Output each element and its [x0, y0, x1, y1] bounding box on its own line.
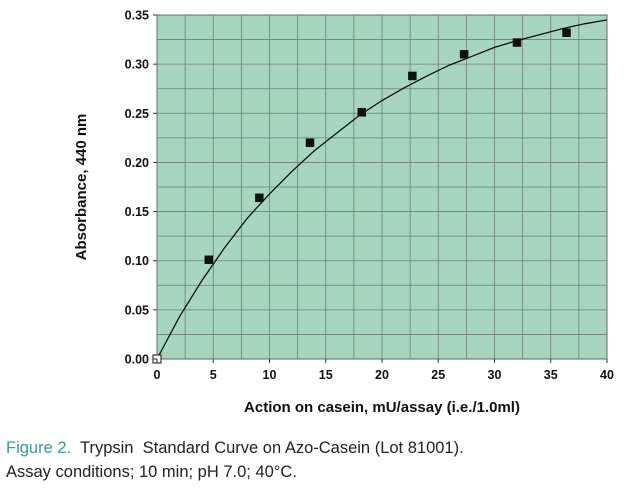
y-tick-label: 0.30	[125, 58, 149, 72]
caption-conditions: Assay conditions; 10 min; pH 7.0; 40°C.	[6, 463, 297, 481]
x-axis-title: Action on casein, mU/assay (i.e./1.0ml)	[244, 399, 520, 416]
figure-caption: Figure 2. Trypsin Standard Curve on Azo-…	[6, 436, 618, 484]
x-tick-label: 15	[319, 368, 333, 382]
data-point	[305, 138, 315, 148]
x-tick-label: 0	[154, 368, 161, 382]
x-tick-label: 20	[375, 368, 389, 382]
x-tick-label: 25	[431, 368, 445, 382]
x-tick-label: 35	[544, 368, 558, 382]
x-tick-label: 10	[263, 368, 277, 382]
caption-title: Trypsin Standard Curve on Azo-Casein (Lo…	[80, 439, 464, 457]
fit-curve	[156, 19, 608, 360]
data-point	[357, 108, 366, 117]
y-tick-label: 0.10	[125, 254, 149, 268]
data-point	[408, 71, 417, 81]
x-tick-label: 30	[488, 368, 502, 382]
y-tick-label: 0.20	[125, 156, 149, 170]
data-point	[204, 255, 213, 264]
data-point	[255, 193, 264, 203]
figure-label: Figure 2.	[6, 439, 72, 457]
chart: 0 5 10 15 20 25 30 35 40 0.00 0.05 0.10 0.15 0.20 0.25…	[73, 9, 614, 417]
x-tick-label: 40	[600, 368, 614, 382]
data-point	[512, 38, 522, 47]
data-point	[562, 28, 571, 37]
caption-line-1: Figure 2. Trypsin Standard Curve on Azo-…	[6, 436, 618, 460]
axis-ticks: 0 5 10 15 20 25 30 35 40 0.00 0.05 0.10 0.15 0.20 0.25…	[125, 9, 614, 383]
x-tick-label: 5	[210, 368, 217, 382]
data-point	[459, 50, 469, 59]
y-tick-label: 0.15	[125, 205, 149, 219]
y-tick-label: 0.35	[125, 9, 149, 23]
y-tick-label: 0.00	[125, 353, 149, 367]
y-tick-label: 0.25	[125, 107, 149, 121]
y-axis-title: Absorbance, 440 nm	[73, 114, 90, 261]
y-tick-label: 0.05	[125, 303, 149, 317]
